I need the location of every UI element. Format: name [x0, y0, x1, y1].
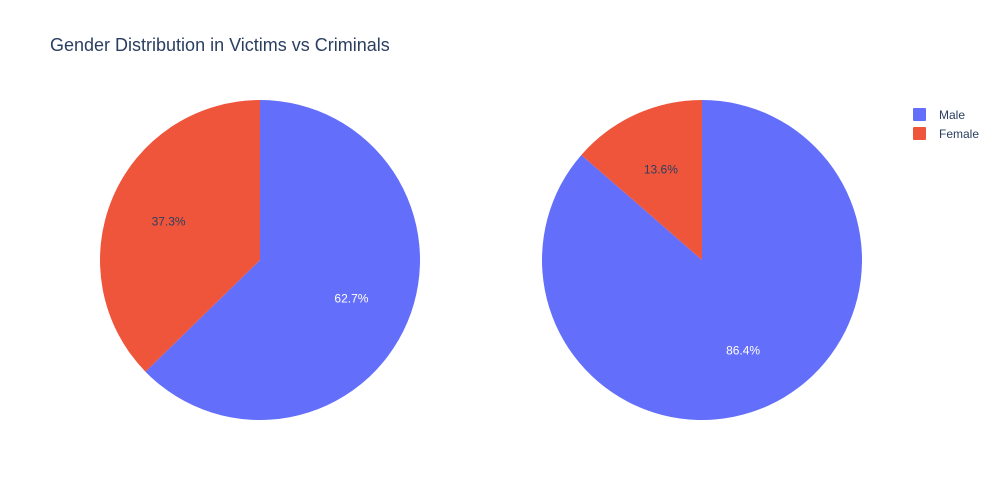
- legend-item-male[interactable]: Male: [913, 108, 965, 122]
- slice-label-male: 86.4%: [726, 343, 760, 357]
- legend-label-male: Male: [939, 108, 965, 122]
- pie-chart-right: 86.4% 13.6%: [542, 100, 862, 421]
- pie-slice-female[interactable]: [99, 100, 260, 372]
- pie-slice-male[interactable]: [145, 100, 420, 420]
- slice-label-male: 62.7%: [334, 292, 368, 306]
- legend-label-female: Female: [939, 127, 979, 141]
- legend: Male Female: [913, 108, 979, 141]
- pie-slice-female[interactable]: [581, 100, 702, 260]
- legend-swatch-male: [913, 108, 926, 121]
- legend-item-female[interactable]: Female: [913, 127, 979, 141]
- slice-label-female: 13.6%: [644, 163, 678, 177]
- legend-swatch-female: [913, 127, 926, 140]
- slice-label-female: 37.3%: [152, 214, 186, 228]
- pie-chart-left: 62.7% 37.3%: [99, 100, 420, 420]
- chart-title: Gender Distribution in Victims vs Crimin…: [50, 35, 390, 55]
